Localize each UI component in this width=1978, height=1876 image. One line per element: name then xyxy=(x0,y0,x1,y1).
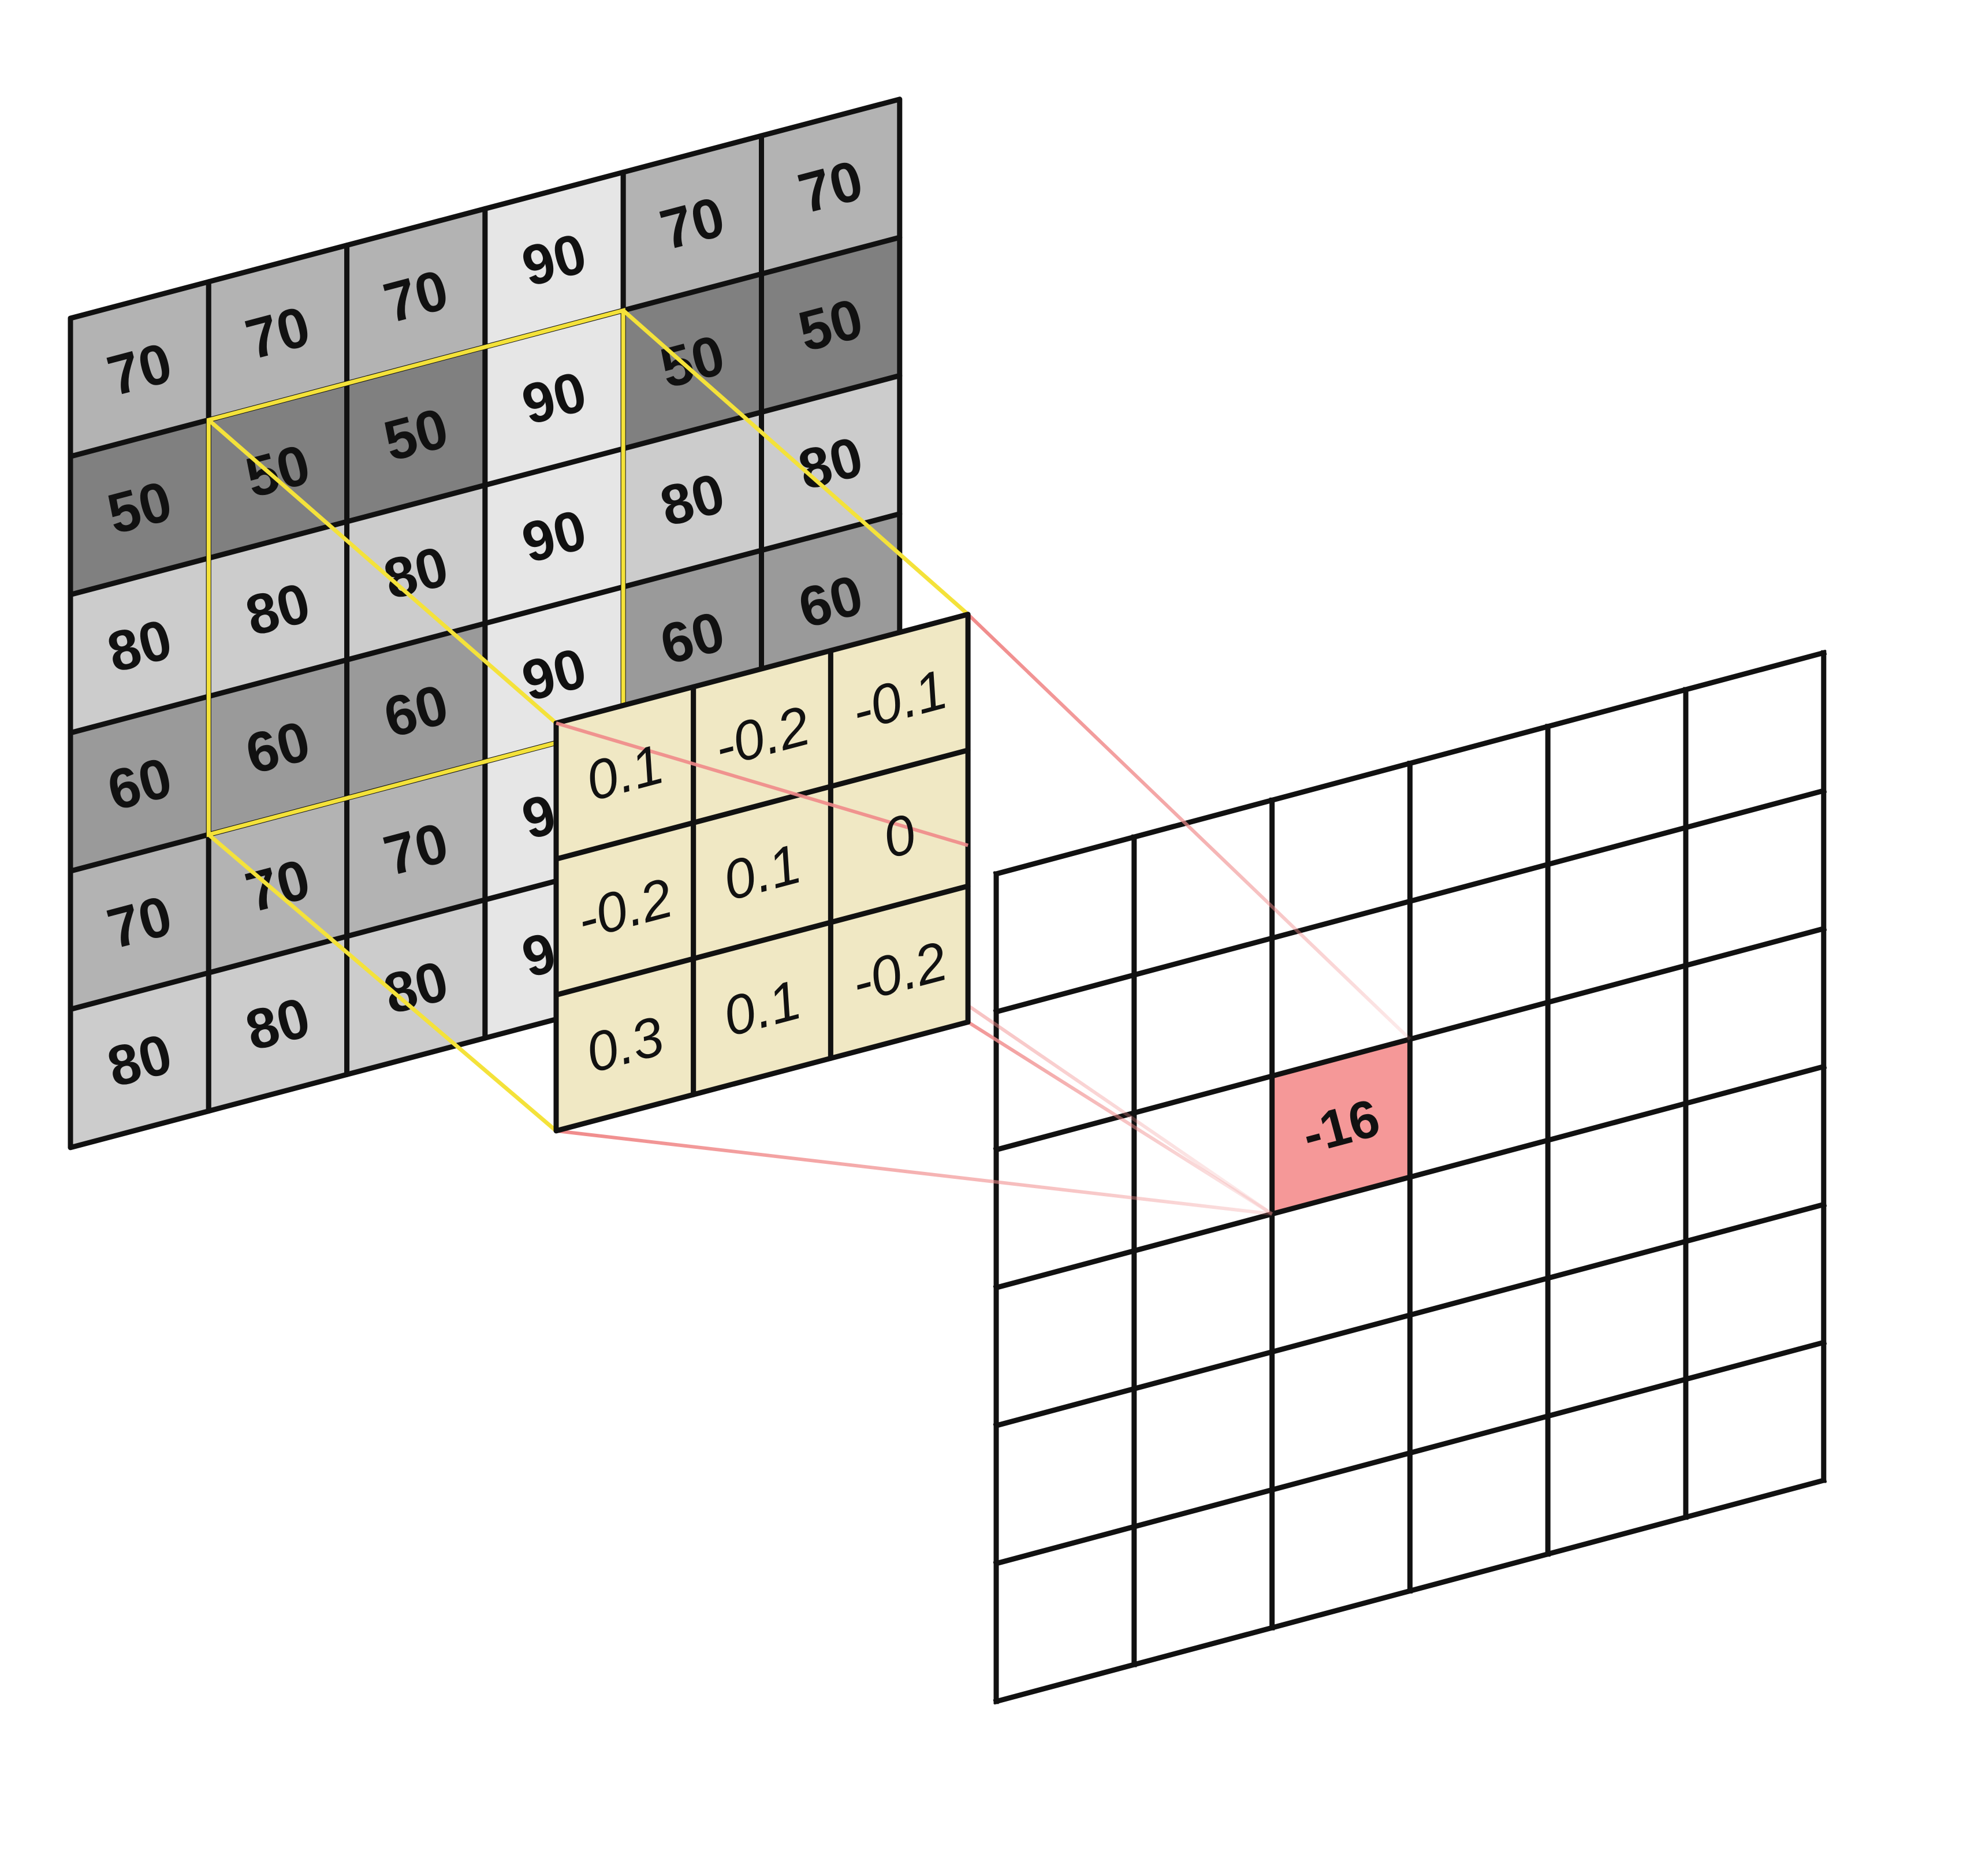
input-cell-value: 50 xyxy=(654,322,731,400)
input-cell-value: 80 xyxy=(654,461,731,538)
window-connector-line xyxy=(207,418,558,725)
input-cell-value: 60 xyxy=(654,599,731,676)
input-cell-value: 80 xyxy=(101,607,178,684)
output-highlight-cell xyxy=(1272,1039,1410,1214)
kernel-filter-grid: 0.1 -0.2 -0.1-0.2 0.1 00.3 0.1 -0.2 xyxy=(553,612,971,1134)
input-cell-value: 70 xyxy=(101,883,178,961)
input-cell-value: 90 xyxy=(516,497,593,575)
input-cell-value: 70 xyxy=(792,148,869,225)
input-cell-value: 70 xyxy=(239,294,316,371)
input-cell-value: 90 xyxy=(516,359,593,437)
input-cell-value: 80 xyxy=(101,1021,178,1099)
input-cell-value: 50 xyxy=(101,468,178,546)
output-feature-map: -16 xyxy=(993,649,1827,1705)
input-cell-value: 60 xyxy=(101,745,178,822)
window-connector-line xyxy=(621,308,970,616)
input-cell-value: 70 xyxy=(239,847,316,924)
input-cell-value: 90 xyxy=(516,221,593,298)
projection-line xyxy=(556,1129,1272,1216)
input-cell-value: 80 xyxy=(792,425,869,502)
input-cell-value: 70 xyxy=(654,184,731,262)
input-cell-value: 60 xyxy=(239,709,316,786)
input-cell-value: 50 xyxy=(792,286,869,363)
kernel-cell xyxy=(828,883,971,1061)
input-cell-value: 60 xyxy=(792,563,869,640)
projection-line xyxy=(556,721,968,847)
input-cell-value: 50 xyxy=(378,396,455,473)
input-cell-value: 70 xyxy=(378,810,455,888)
input-cell-value: 80 xyxy=(239,570,316,647)
input-cell-value: 70 xyxy=(378,258,455,335)
projection-line xyxy=(967,1020,1273,1216)
input-cell-value: 80 xyxy=(239,985,316,1062)
input-cell-value: 60 xyxy=(378,672,455,749)
window-connector-line xyxy=(207,833,558,1133)
projection-line xyxy=(967,613,1411,1041)
input-cell-value: 70 xyxy=(101,330,178,408)
input-cell-value: 50 xyxy=(239,432,316,509)
